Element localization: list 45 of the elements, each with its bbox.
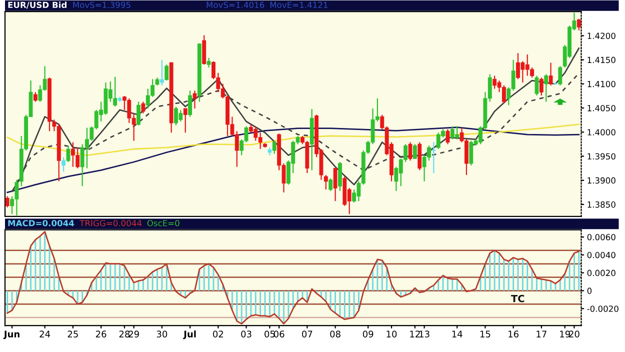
x-tick-label: 17 — [536, 330, 546, 338]
text: MovS=1.3995 — [73, 2, 130, 8]
text: MovE=1.4121 — [270, 2, 328, 8]
x-tick-label: 26 — [96, 330, 106, 338]
y-tick-label: 1.4050 — [588, 105, 616, 112]
x-tick-label: 20 — [569, 330, 580, 338]
y-tick-label: 1.3850 — [588, 201, 616, 208]
y-tick-label: 1.3900 — [588, 177, 616, 184]
x-tick-label: 13 — [420, 330, 430, 338]
x-tick-label: 05 — [264, 330, 275, 338]
chart-title: MACD=0.0044 — [8, 220, 74, 226]
text: TRIGG=0.0044 — [80, 220, 142, 226]
x-tick-label: 10 — [386, 330, 397, 338]
text: MovS=1.4016 — [206, 2, 264, 8]
x-tick-label: Jul — [183, 330, 196, 340]
y-tick-label: 0.0060 — [587, 234, 616, 240]
y-tick-label: 1.4200 — [588, 32, 616, 39]
x-tick-label: 07 — [302, 330, 312, 338]
y-tick-label: -0.0020 — [587, 306, 618, 312]
x-tick-label: 12 — [410, 330, 420, 338]
y-tick-label: 0.0040 — [587, 252, 616, 258]
x-tick-label: 28 — [119, 330, 130, 338]
x-tick-label: 19 — [560, 330, 570, 338]
y-tick-label: 1.4150 — [588, 56, 616, 64]
x-tick-label: 30 — [156, 330, 168, 338]
y-tick-label: 0 — [587, 288, 592, 294]
x-tick-label: Jun — [3, 330, 20, 340]
annotation: TC — [511, 294, 524, 302]
x-tick-label: 16 — [508, 330, 518, 338]
x-tick-label: 03 — [241, 330, 252, 338]
x-tick-label: 09 — [362, 330, 374, 338]
x-tick-label: 02 — [213, 330, 224, 338]
text: OscE=0 — [147, 220, 180, 226]
x-tick-label: 25 — [68, 330, 78, 338]
x-tick-label: 15 — [480, 330, 490, 338]
x-tick-label: 24 — [40, 330, 50, 338]
y-tick-label: 0.0020 — [587, 270, 616, 276]
x-tick-label: 06 — [274, 330, 284, 338]
x-tick-label: 14 — [452, 330, 462, 338]
chart-title: EUR/USD Bid — [8, 2, 66, 9]
x-tick-label: 29 — [128, 330, 139, 338]
y-tick-label: 1.3950 — [588, 153, 616, 160]
y-tick-label: 1.4100 — [588, 80, 616, 88]
x-tick-label: 08 — [330, 330, 340, 338]
y-tick-label: 1.4000 — [588, 129, 616, 136]
